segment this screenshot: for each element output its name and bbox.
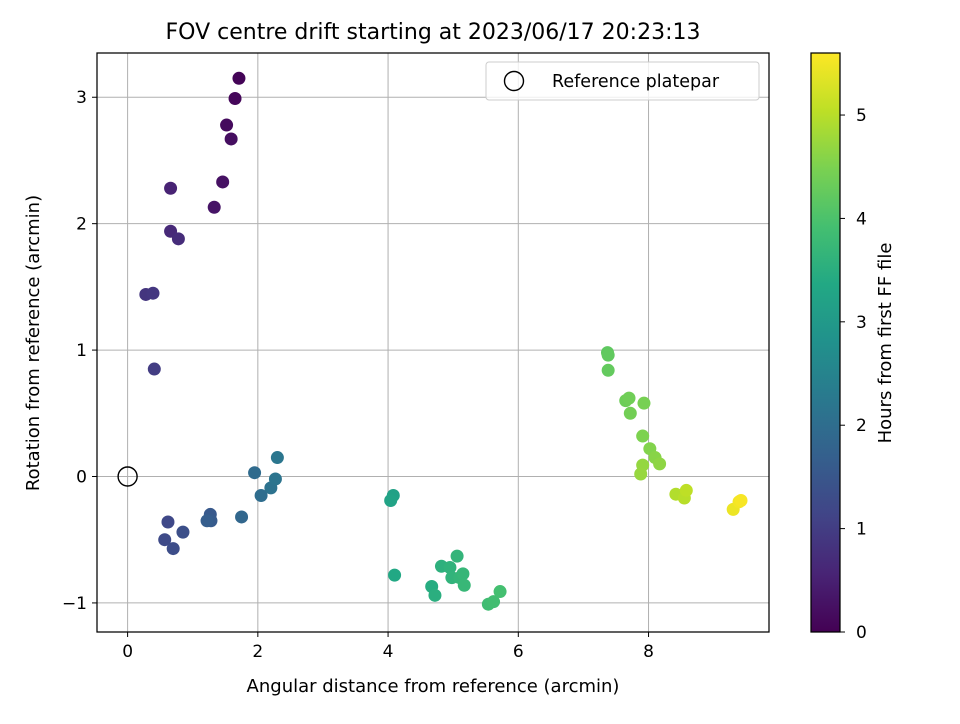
- y-tick-label: 1: [76, 341, 87, 361]
- data-point: [207, 200, 221, 214]
- data-point: [601, 363, 615, 377]
- data-point: [653, 457, 667, 471]
- data-point: [216, 175, 230, 189]
- x-tick-label: 8: [643, 642, 654, 662]
- data-point: [171, 232, 185, 246]
- x-axis-label: Angular distance from reference (arcmin): [247, 676, 620, 697]
- data-point: [254, 488, 268, 502]
- legend-box: [485, 61, 760, 101]
- colorbar-tick-label: 5: [856, 106, 867, 126]
- legend-label: Reference platepar: [552, 72, 720, 92]
- data-point: [224, 132, 238, 146]
- data-points: [117, 71, 748, 611]
- data-point: [158, 533, 172, 547]
- data-point: [734, 494, 748, 508]
- data-point: [443, 561, 457, 575]
- colorbar-ticks: 0 1 2 3 4 5: [840, 106, 867, 643]
- data-point: [232, 71, 246, 85]
- data-point: [623, 406, 637, 420]
- data-point: [147, 362, 161, 376]
- x-axis-ticks: 0 2 4 6 8: [122, 632, 654, 662]
- data-point: [220, 118, 234, 132]
- data-point: [388, 568, 402, 582]
- data-point: [601, 348, 615, 362]
- y-tick-label: 0: [76, 468, 87, 488]
- x-tick-label: 4: [383, 642, 394, 662]
- data-point: [270, 451, 284, 465]
- y-tick-label: −1: [62, 594, 87, 614]
- data-point: [166, 542, 180, 556]
- colorbar: [810, 52, 841, 633]
- colorbar-tick-label: 1: [856, 520, 867, 540]
- data-point: [228, 92, 242, 106]
- data-point: [176, 525, 190, 539]
- data-point: [634, 467, 648, 481]
- data-point: [384, 494, 398, 508]
- data-point: [679, 483, 693, 497]
- data-point: [200, 514, 214, 528]
- data-point: [457, 578, 471, 592]
- y-tick-label: 2: [76, 215, 87, 235]
- legend-reference-marker: [503, 70, 525, 92]
- y-axis-ticks: −1 0 1 2 3: [62, 88, 97, 614]
- data-point: [637, 396, 651, 410]
- colorbar-tick-label: 2: [856, 416, 867, 436]
- y-tick-label: 3: [76, 88, 87, 108]
- colorbar-tick-label: 4: [856, 209, 867, 229]
- data-point: [487, 595, 501, 609]
- data-point: [622, 391, 636, 405]
- x-tick-label: 0: [122, 642, 133, 662]
- data-point: [161, 515, 175, 529]
- chart-title: FOV centre drift starting at 2023/06/17 …: [166, 20, 701, 45]
- grid-lines: [97, 53, 769, 632]
- data-point: [146, 286, 160, 300]
- data-point: [428, 588, 442, 602]
- data-point: [456, 567, 470, 581]
- x-tick-label: 2: [252, 642, 263, 662]
- reference-marker: [117, 466, 138, 487]
- data-point: [450, 549, 464, 563]
- x-tick-label: 6: [513, 642, 524, 662]
- data-point: [268, 472, 282, 486]
- legend: Reference platepar: [485, 61, 760, 101]
- data-point: [636, 429, 650, 443]
- data-point: [235, 510, 249, 524]
- colorbar-tick-label: 3: [856, 313, 867, 333]
- colorbar-tick-label: 0: [856, 623, 867, 643]
- colorbar-label: Hours from first FF file: [875, 243, 896, 444]
- data-point: [164, 181, 178, 195]
- y-axis-label: Rotation from reference (arcmin): [23, 195, 44, 491]
- data-point: [493, 585, 507, 599]
- plot-frame: [96, 52, 770, 633]
- data-point: [248, 466, 262, 480]
